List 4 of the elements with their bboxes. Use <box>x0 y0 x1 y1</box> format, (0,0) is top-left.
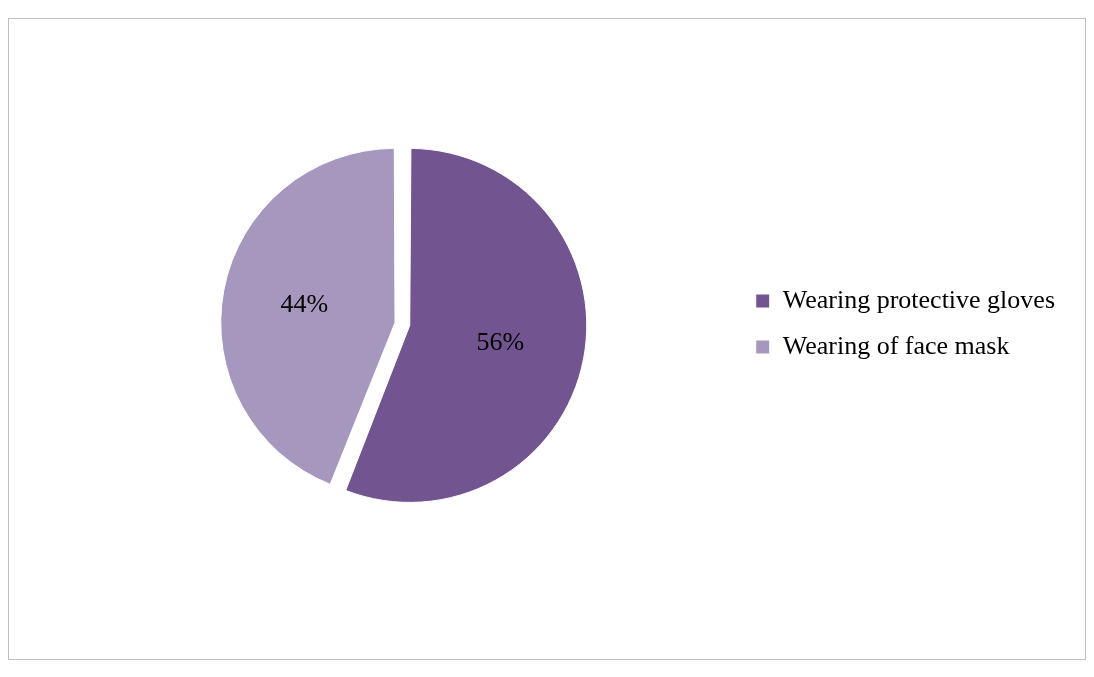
legend-label: Wearing protective gloves <box>782 284 1056 314</box>
data-label: 56% <box>476 326 525 356</box>
legend-label: Wearing of face mask <box>782 330 1010 360</box>
data-label: 44% <box>280 289 329 319</box>
